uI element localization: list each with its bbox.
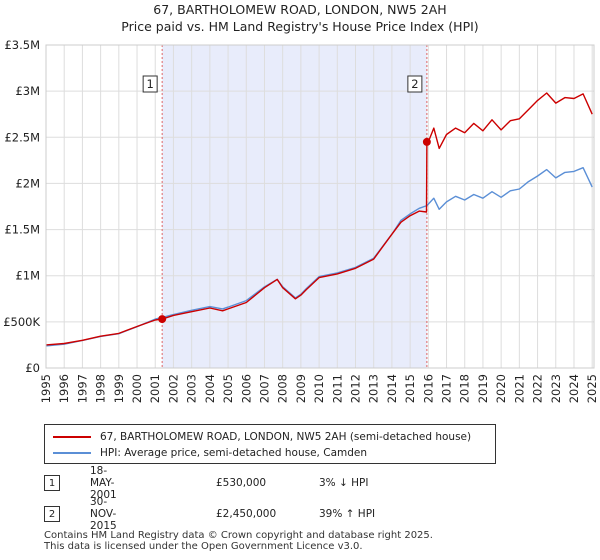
sale-hpi-change: 39% ↑ HPI [319,508,376,520]
x-tick-label: 2015 [403,374,417,403]
x-tick-label: 2021 [512,374,526,403]
sale-point [422,137,431,146]
x-tick-label: 2000 [130,374,144,403]
y-tick-label: £3M [15,84,40,98]
x-tick-label: 2016 [421,374,435,403]
y-tick-label: £500K [3,315,40,329]
x-tick-label: 2013 [367,374,381,403]
hpi-line-swatch [53,452,91,454]
price-chart: 67, BARTHOLOMEW ROAD, LONDON, NW5 2AH Pr… [3,2,599,403]
y-tick-label: £2.5M [4,130,40,144]
x-tick-label: 2002 [166,374,180,403]
x-tick-label: 2020 [494,374,508,403]
x-tick-label: 2009 [294,374,308,403]
x-tick-label: 1995 [39,374,53,403]
x-tick-label: 2008 [276,374,290,403]
y-tick-label: £1.5M [4,223,40,237]
sale-date: 18-MAY-2001 [90,465,117,501]
sale-price: £2,450,000 [216,508,277,520]
x-tick-label: 1998 [94,374,108,403]
footer: Contains HM Land Registry data © Crown c… [44,530,433,552]
x-tick-label: 2003 [185,374,199,403]
x-tick-label: 2025 [585,374,599,403]
x-tick-label: 1996 [57,374,71,403]
legend-item-hpi: HPI: Average price, semi-detached house,… [53,445,367,461]
legend-property-label: 67, BARTHOLOMEW ROAD, LONDON, NW5 2AH (s… [100,431,472,443]
sale-marker-badge: 2 [44,506,60,522]
sale-number-label: 2 [411,77,418,91]
x-tick-label: 1997 [75,374,89,403]
sale-hpi-change: 3% ↓ HPI [319,477,369,489]
x-tick-label: 2023 [549,374,563,403]
sale-number-box [142,75,158,93]
x-tick-label: 2018 [458,374,472,403]
x-tick-label: 2005 [221,374,235,403]
x-tick-label: 2001 [148,374,162,403]
legend-hpi-label: HPI: Average price, semi-detached house,… [100,447,368,459]
x-tick-label: 2012 [349,374,363,403]
sale-marker-badge: 1 [44,475,60,491]
x-tick-label: 2011 [330,374,344,403]
chart-subtitle: Price paid vs. HM Land Registry's House … [121,19,478,34]
y-tick-label: £1M [15,269,40,283]
x-tick-label: 2024 [567,374,581,403]
sale-point [158,315,167,324]
sale-date: 30-NOV-2015 [90,496,117,532]
legend-item-property: 67, BARTHOLOMEW ROAD, LONDON, NW5 2AH (s… [53,429,471,445]
x-tick-label: 2010 [312,374,326,403]
x-tick-label: 2006 [239,374,253,403]
footer-licence: This data is licensed under the Open Gov… [44,541,363,552]
plot-frame [45,44,595,369]
property-price-line [45,92,593,346]
y-tick-label: £2M [15,176,40,190]
legend: 67, BARTHOLOMEW ROAD, LONDON, NW5 2AH (s… [44,424,496,464]
ownership-shading [162,45,427,368]
sale-row-2: 2 30-NOV-2015 £2,450,000 39% ↑ HPI [44,496,375,532]
y-tick-label: £0 [25,361,40,375]
sale-row-1: 1 18-MAY-2001 £530,000 3% ↓ HPI [44,465,368,501]
x-tick-label: 2014 [385,374,399,403]
footer-copyright: Contains HM Land Registry data © Crown c… [44,530,433,541]
x-tick-label: 2017 [440,374,454,403]
chart-title: 67, BARTHOLOMEW ROAD, LONDON, NW5 2AH [153,2,446,17]
x-tick-label: 2004 [203,374,217,403]
property-line-swatch [53,436,91,438]
sale-number-label: 1 [146,77,153,91]
x-tick-label: 2019 [476,374,490,403]
y-tick-label: £3.5M [4,38,40,52]
x-tick-label: 1999 [112,374,126,403]
sale-number-box [407,75,423,93]
x-tick-label: 2007 [257,374,271,403]
sale-price: £530,000 [216,477,267,489]
x-tick-label: 2022 [531,374,545,403]
